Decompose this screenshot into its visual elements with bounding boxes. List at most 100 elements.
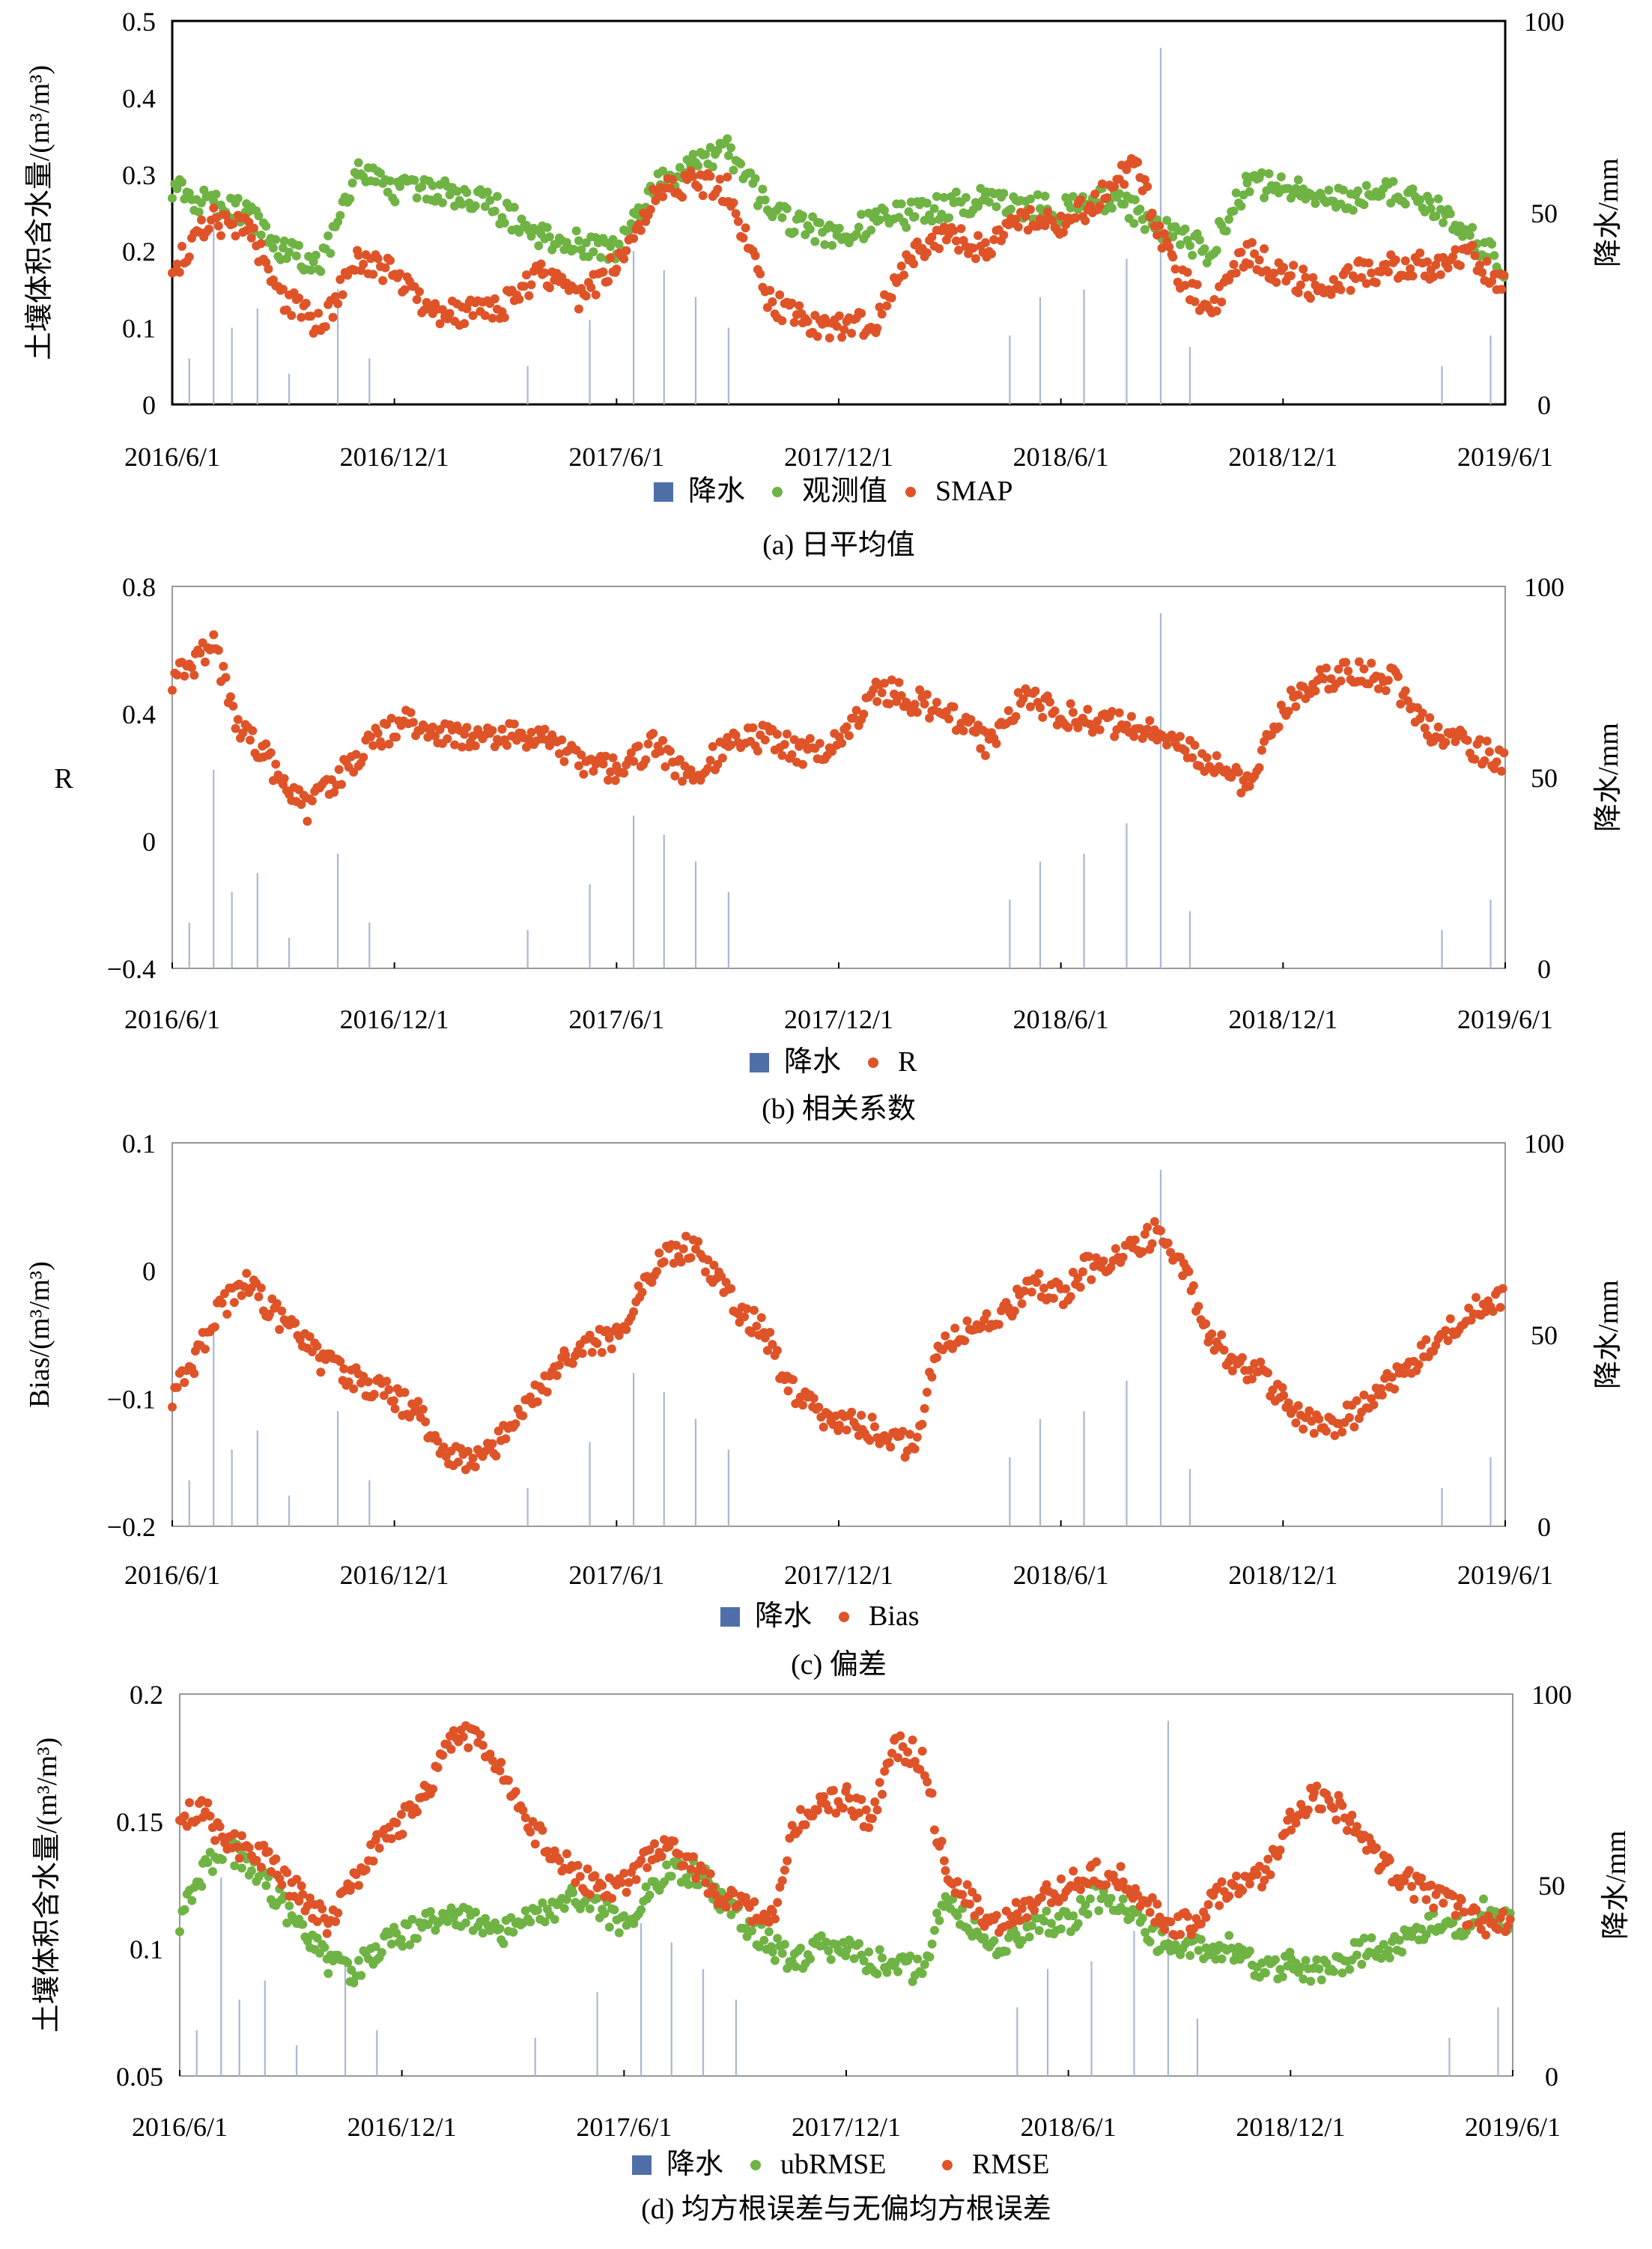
point [261, 1881, 271, 1890]
point [1011, 214, 1021, 224]
point [177, 177, 186, 187]
point [923, 1777, 932, 1787]
point [552, 1371, 562, 1380]
x-tick-label: 2018/12/1 [1228, 1004, 1337, 1034]
point [1479, 1894, 1488, 1904]
point [1388, 177, 1398, 186]
point [1505, 1914, 1515, 1924]
point [686, 1864, 696, 1874]
point [256, 230, 266, 240]
point [312, 1933, 322, 1943]
point [814, 1402, 824, 1412]
y-axis-title: R [54, 763, 73, 795]
point [1013, 688, 1023, 697]
point [470, 1462, 480, 1472]
point [1272, 181, 1281, 191]
point [909, 259, 918, 269]
point [877, 309, 887, 319]
point [491, 1451, 501, 1461]
point [1209, 295, 1219, 304]
point [1203, 1900, 1213, 1910]
point [1156, 1226, 1165, 1236]
point [768, 1340, 777, 1350]
point [175, 1927, 184, 1937]
point [540, 1917, 550, 1927]
point [266, 748, 276, 758]
y2-tick-label: 100 [1524, 572, 1564, 602]
legend-marker [772, 487, 783, 497]
point [1296, 1962, 1306, 1972]
point [699, 1866, 708, 1875]
point [333, 1908, 343, 1918]
point [729, 166, 738, 175]
point [497, 724, 507, 734]
point [877, 688, 887, 697]
point [452, 186, 462, 196]
point [780, 1940, 789, 1949]
point [948, 1344, 957, 1353]
point [762, 1346, 772, 1356]
point [887, 675, 896, 685]
point [1221, 226, 1231, 236]
point [1345, 1964, 1355, 1974]
point [693, 183, 703, 192]
point [234, 1854, 244, 1863]
point [669, 1258, 678, 1268]
point [912, 237, 922, 247]
point [279, 774, 289, 783]
point [980, 238, 990, 247]
point [772, 1346, 782, 1356]
point [297, 312, 306, 322]
point [753, 746, 762, 756]
point [1484, 1911, 1493, 1921]
point [244, 1843, 254, 1853]
point [896, 199, 906, 209]
point [349, 1384, 359, 1394]
point [254, 211, 264, 221]
point [842, 1782, 851, 1791]
point [1130, 1235, 1140, 1245]
point [622, 1325, 631, 1335]
point [1050, 706, 1060, 716]
point [875, 215, 884, 225]
point [893, 1753, 903, 1762]
point [1046, 1919, 1056, 1928]
point [517, 214, 526, 224]
point [756, 269, 765, 279]
point [959, 726, 968, 735]
point [614, 1928, 624, 1937]
point [320, 1943, 330, 1952]
point [1118, 1877, 1128, 1887]
point [571, 226, 581, 236]
point [400, 285, 410, 294]
point [908, 1735, 917, 1745]
plot-frame [171, 586, 1506, 969]
point [324, 1969, 333, 1979]
point [1097, 179, 1107, 189]
point [932, 1353, 941, 1362]
point [1108, 1870, 1118, 1880]
point [431, 731, 440, 741]
point [1455, 261, 1465, 270]
y-tick-label: 0.8 [122, 572, 156, 602]
point [976, 744, 986, 753]
point [437, 305, 447, 315]
point [373, 729, 383, 738]
point [750, 174, 760, 183]
point [849, 713, 859, 723]
point [538, 1898, 547, 1907]
point [413, 1807, 422, 1817]
point [1252, 1869, 1262, 1879]
point [1068, 192, 1078, 201]
point [1427, 1881, 1436, 1890]
point [518, 1806, 528, 1815]
point [1106, 1263, 1116, 1272]
point [490, 294, 499, 303]
point [197, 198, 206, 207]
point [845, 1794, 854, 1803]
point [629, 756, 639, 766]
point [1352, 1821, 1361, 1831]
point [657, 1851, 666, 1861]
point [1275, 1845, 1285, 1855]
point [577, 750, 586, 759]
